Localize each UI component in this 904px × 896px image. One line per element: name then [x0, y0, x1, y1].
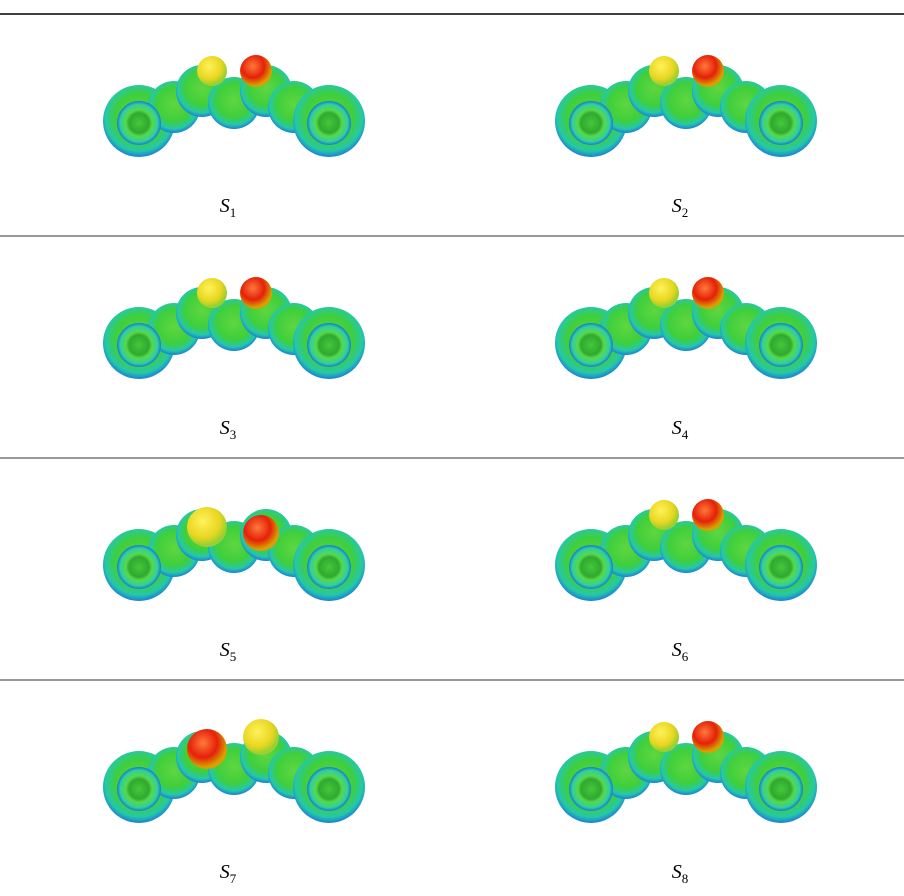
label-symbol: S [672, 417, 682, 439]
sulfur-lobe [649, 500, 679, 530]
aromatic-ring [759, 323, 803, 367]
sulfur-lobe [692, 55, 724, 87]
aromatic-ring [569, 545, 613, 589]
sulfur-lobe [240, 277, 272, 309]
label-index: 7 [230, 871, 237, 886]
aromatic-ring [759, 101, 803, 145]
sulfur-lobe [187, 729, 227, 769]
panel-label: S6 [672, 639, 689, 664]
label-symbol: S [220, 861, 230, 883]
label-index: 2 [682, 205, 689, 220]
label-symbol: S [220, 639, 230, 661]
panel-label: S1 [220, 195, 237, 220]
sulfur-lobe [243, 719, 279, 755]
label-index: 1 [230, 205, 237, 220]
molecule-surface [103, 719, 365, 823]
molecule-surface [103, 277, 365, 379]
molecule-surface [555, 721, 817, 823]
sulfur-lobe [692, 721, 724, 753]
label-symbol: S [220, 195, 230, 217]
panel-label: S7 [220, 861, 237, 886]
sulfur-lobe [197, 278, 227, 308]
aromatic-ring [307, 323, 351, 367]
molecule-surface [103, 55, 365, 157]
aromatic-ring [117, 101, 161, 145]
label-index: 3 [230, 427, 237, 442]
molecule-surface [555, 55, 817, 157]
molecules [103, 55, 817, 823]
label-symbol: S [672, 639, 682, 661]
sulfur-lobe [649, 56, 679, 86]
aromatic-ring [117, 545, 161, 589]
sulfur-lobe [649, 722, 679, 752]
aromatic-ring [569, 323, 613, 367]
label-index: 8 [682, 871, 689, 886]
molecule-surface [103, 507, 365, 601]
aromatic-ring [759, 545, 803, 589]
label-index: 6 [682, 649, 689, 664]
sulfur-lobe [649, 278, 679, 308]
sulfur-lobe [197, 56, 227, 86]
sulfur-lobe [240, 55, 272, 87]
aromatic-ring [307, 101, 351, 145]
aromatic-ring [569, 101, 613, 145]
label-symbol: S [672, 861, 682, 883]
aromatic-ring [117, 767, 161, 811]
aromatic-ring [307, 545, 351, 589]
label-index: 5 [230, 649, 237, 664]
panel-label: S4 [672, 417, 689, 442]
sulfur-lobe [692, 277, 724, 309]
sulfur-lobe [243, 515, 279, 551]
label-symbol: S [672, 195, 682, 217]
aromatic-ring [307, 767, 351, 811]
sulfur-lobe [187, 507, 227, 547]
molecule-surface [555, 499, 817, 601]
panel-label: S8 [672, 861, 689, 886]
panel-label: S2 [672, 195, 689, 220]
aromatic-ring [759, 767, 803, 811]
label-symbol: S [220, 417, 230, 439]
panel-label: S5 [220, 639, 237, 664]
figure: S1S2S3S4S5S6S7S8 [0, 0, 904, 896]
label-index: 4 [682, 427, 689, 442]
sulfur-lobe [692, 499, 724, 531]
molecule-surface [555, 277, 817, 379]
aromatic-ring [117, 323, 161, 367]
aromatic-ring [569, 767, 613, 811]
panel-label: S3 [220, 417, 237, 442]
